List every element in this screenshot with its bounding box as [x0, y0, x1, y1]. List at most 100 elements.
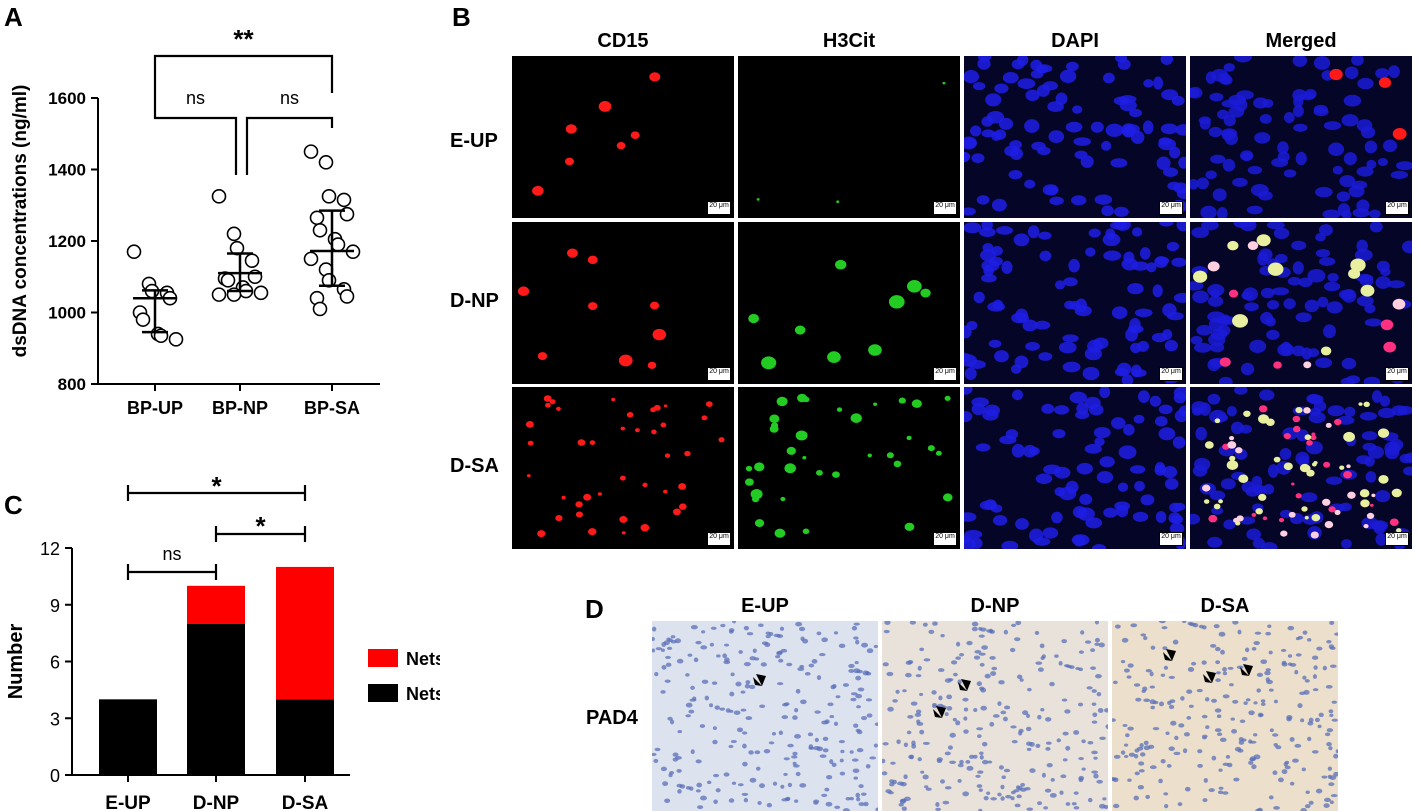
scale-bar: 20 μm: [1385, 532, 1409, 546]
ihc-nuclei: [652, 621, 878, 811]
panel-letter-d: D: [585, 594, 604, 624]
significance-label: ns: [162, 544, 181, 564]
x-tick-label: E-UP: [105, 793, 151, 811]
data-point: [303, 144, 319, 159]
fluorescence-image: 20 μm: [738, 56, 960, 218]
arrowhead-marker: [933, 706, 946, 718]
scale-bar: 20 μm: [1159, 367, 1183, 381]
fluorescence-signal: [1190, 56, 1412, 218]
data-point: [126, 244, 142, 260]
fluorescence-image: 20 μm: [1190, 387, 1412, 549]
panel-letter-a: A: [4, 2, 23, 32]
x-tick-label: D-NP: [193, 793, 240, 811]
significance-bracket: [245, 116, 334, 175]
fluorescence-image: 20 μm: [964, 387, 1186, 549]
scale-bar: 20 μm: [707, 201, 731, 215]
row-label-e-up: E-UP: [450, 130, 498, 152]
arrowhead-marker: [1163, 649, 1176, 661]
fluorescence-signal: [964, 56, 1186, 217]
scale-bar: 20 μm: [1159, 532, 1183, 546]
fluorescence-image: 20 μm: [1190, 56, 1412, 218]
bar-segment: [276, 699, 334, 775]
fluorescence-image: 20 μm: [964, 56, 1186, 218]
y-tick-label: 1200: [48, 232, 86, 251]
y-tick-label: 9: [50, 596, 60, 616]
arrowhead-marker: [753, 674, 766, 686]
data-point: [211, 189, 227, 204]
data-point: [321, 189, 337, 204]
significance-bracket: [126, 485, 307, 501]
y-tick-label: 1600: [48, 89, 86, 108]
scale-bar: 20 μm: [1385, 367, 1409, 381]
y-tick-label: 0: [50, 766, 60, 786]
column-header-h3cit: H3Cit: [822, 30, 876, 52]
scale-bar: 20 μm: [933, 367, 957, 381]
fluorescence-signal: [1190, 222, 1412, 384]
data-point: [309, 210, 325, 226]
fluorescence-signal: [745, 393, 953, 538]
scale-bar: 20 μm: [933, 532, 957, 546]
data-point: [226, 226, 242, 242]
legend-swatch: [368, 649, 398, 667]
data-point: [303, 251, 319, 267]
legend-label: Nets (-): [406, 684, 440, 704]
ihc-nuclei: [1112, 621, 1338, 811]
arrowhead-marker: [958, 679, 971, 691]
y-axis-label: dsDNA concentrations (ng/ml): [10, 85, 31, 358]
ihc-header-e-up: E-UP: [741, 595, 789, 617]
data-point: [312, 301, 328, 317]
data-point: [312, 222, 328, 238]
bar-segment: [187, 585, 245, 624]
bar-chart-c: 0 3 6 9 12 E-UP D-NP D-SA Number Nets (+) Nets (-)…: [5, 471, 440, 811]
panel-letter-b: B: [452, 2, 471, 32]
arrowhead-marker: [1240, 664, 1253, 676]
fluorescence-image: 20 μm: [964, 222, 1186, 384]
legend-label: Nets (+): [406, 649, 440, 669]
fluorescence-signal: [532, 72, 661, 196]
fluorescence-image: 20 μm: [512, 56, 734, 218]
scale-bar: 20 μm: [707, 532, 731, 546]
column-header-dapi: DAPI: [1051, 30, 1099, 52]
x-tick-label: BP-SA: [304, 398, 360, 418]
data-point: [339, 289, 355, 304]
fluorescence-signal: [748, 259, 931, 370]
data-point: [253, 285, 269, 301]
scale-bar: 20 μm: [933, 201, 957, 215]
data-point: [211, 287, 227, 302]
y-tick-label: 3: [50, 709, 60, 729]
y-tick-label: 12: [40, 539, 60, 559]
scale-bar: 20 μm: [707, 367, 731, 381]
data-point: [336, 192, 352, 208]
scatter-chart-a: 800 1000 1200 1400 1600 BP-UP BP-NP BP-SA dsDNA …: [10, 24, 380, 418]
scale-bar: 20 μm: [1385, 201, 1409, 215]
data-point: [135, 312, 151, 327]
ihc-image: [1112, 621, 1338, 811]
significance-label: ns: [186, 88, 205, 108]
column-header-merged: Merged: [1265, 30, 1337, 52]
ihc-nuclei: [882, 621, 1108, 811]
y-tick-label: 800: [58, 375, 86, 394]
bar-segment: [187, 623, 245, 775]
panel-letter-c: C: [4, 490, 23, 520]
fluorescence-image: 20 μm: [512, 222, 734, 384]
significance-label: ns: [280, 88, 299, 108]
fluorescence-signal: [756, 81, 946, 203]
ihc-header-d-sa: D-SA: [1200, 595, 1250, 617]
data-point: [168, 332, 184, 347]
scale-bar: 20 μm: [1159, 201, 1183, 215]
data-point: [244, 253, 260, 268]
fluorescence-signal: [525, 395, 725, 538]
significance-label: *: [211, 471, 222, 501]
data-point: [220, 273, 236, 288]
fluorescence-image: 20 μm: [512, 387, 734, 549]
data-point: [318, 155, 334, 170]
fluorescence-signal: [964, 387, 1186, 549]
fluorescence-image: 20 μm: [738, 387, 960, 549]
fluorescence-signal: [517, 248, 667, 369]
ihc-row-label-pad4: PAD4: [586, 707, 638, 729]
significance-label: *: [255, 511, 266, 541]
significance-bracket: [153, 54, 334, 100]
row-label-d-sa: D-SA: [450, 455, 499, 477]
ihc-header-d-np: D-NP: [970, 595, 1020, 617]
data-point: [330, 237, 346, 252]
